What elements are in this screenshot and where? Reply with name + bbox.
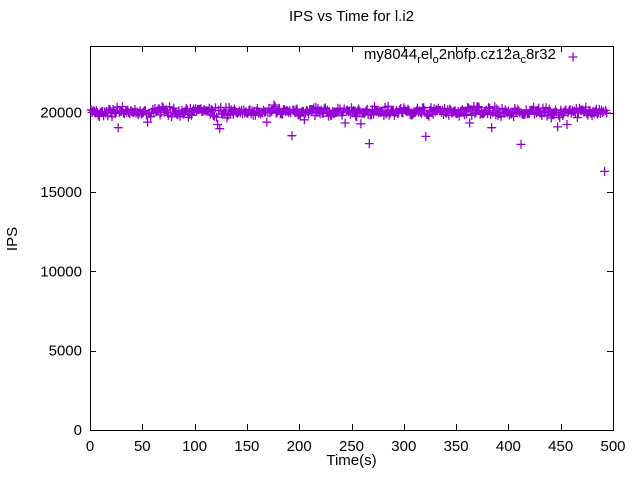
y-axis-title: IPS xyxy=(4,226,21,252)
x-tick-label: 100 xyxy=(182,438,207,455)
x-tick-label: 50 xyxy=(134,438,151,455)
legend-label-subscript: r xyxy=(417,53,421,66)
x-tick-label: 150 xyxy=(234,438,259,455)
legend-label-subscript: o xyxy=(432,53,439,66)
x-tick-label: 250 xyxy=(339,438,364,455)
x-tick-label: 300 xyxy=(391,438,416,455)
legend-entry: my8044relo2nofp.cz12ac8r32 xyxy=(250,46,584,69)
x-tick-label: 400 xyxy=(496,438,521,455)
legend-label-text: 8r32 xyxy=(525,45,556,63)
x-tick-label: 0 xyxy=(86,438,94,455)
x-tick-label: 200 xyxy=(287,438,312,455)
legend-marker-icon xyxy=(568,52,578,62)
x-tick-label: 450 xyxy=(548,438,573,455)
plus-marker-icon xyxy=(568,52,578,62)
data-points-my8044_rel_o2nofp.cz12a_c8r32 xyxy=(86,100,612,176)
chart-title: IPS vs Time for l.i2 xyxy=(288,8,415,25)
x-axis-title: Time(s) xyxy=(326,452,377,469)
y-tick-label: 15000 xyxy=(40,184,82,201)
legend-label-text: my8044 xyxy=(363,45,418,63)
y-tick-label: 5000 xyxy=(49,343,82,360)
legend-label-subscript: c xyxy=(520,53,526,66)
y-tick-label: 0 xyxy=(74,422,82,439)
y-tick-label: 10000 xyxy=(40,263,82,280)
y-tick-label: 20000 xyxy=(40,105,82,122)
legend-label: my8044relo2nofp.cz12ac8r32 xyxy=(364,46,556,69)
x-tick-label: 350 xyxy=(444,438,469,455)
legend-label-text: 2nofp.cz12a xyxy=(438,45,521,63)
legend-label-text: el xyxy=(420,45,433,63)
x-tick-label: 500 xyxy=(600,438,625,455)
